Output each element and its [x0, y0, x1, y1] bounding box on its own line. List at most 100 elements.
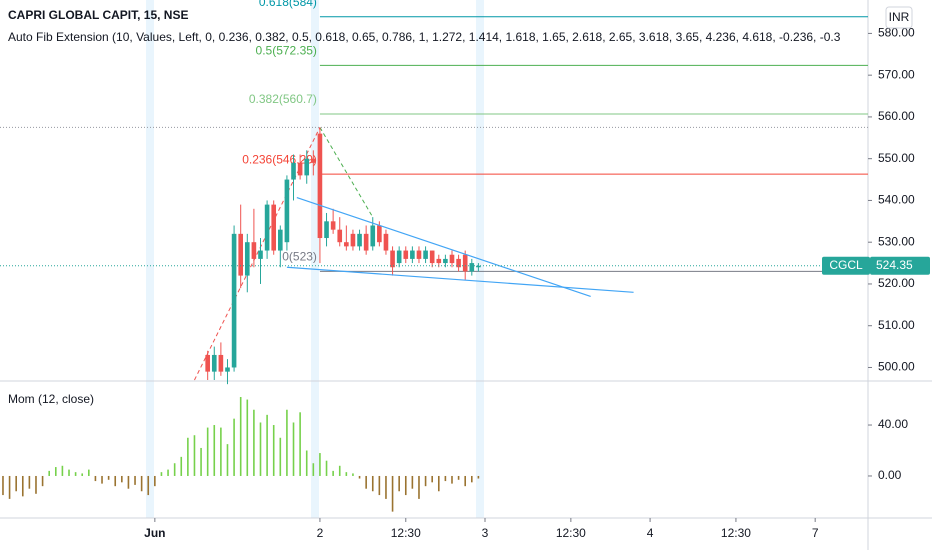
momentum-bar: [464, 475, 467, 487]
momentum-bar: [451, 475, 453, 484]
momentum-bar: [332, 470, 334, 476]
x-tick-label: 2: [317, 526, 324, 540]
x-tick-label: 4: [647, 526, 654, 540]
y-tick-label: 550.00: [878, 151, 915, 165]
momentum-bar: [28, 475, 31, 489]
momentum-bar: [246, 399, 249, 476]
x-tick-label: 12:30: [556, 526, 586, 540]
indicator-label: Auto Fib Extension (10, Values, Left, 0,…: [8, 30, 841, 44]
momentum-bar: [358, 475, 361, 479]
momentum-bar: [2, 475, 4, 496]
momentum-bar: [101, 475, 103, 484]
candle-body: [410, 250, 415, 259]
momentum-bar: [378, 475, 381, 496]
momentum-bar: [345, 472, 348, 476]
candle-body: [449, 254, 455, 264]
candle-body: [284, 179, 290, 243]
candle-body: [344, 242, 349, 247]
momentum-bar: [444, 475, 447, 482]
candle-body: [251, 242, 257, 259]
momentum-bar: [259, 422, 262, 476]
candle-body: [357, 233, 362, 247]
y-tick-label: 40.00: [878, 417, 908, 431]
y-tick-label: 510.00: [878, 318, 915, 332]
candle-body: [211, 354, 217, 372]
candle-body: [370, 225, 376, 247]
momentum-bar: [471, 475, 473, 483]
candle-body: [462, 254, 468, 272]
momentum-bar: [457, 475, 460, 480]
candle-body: [403, 250, 409, 259]
momentum-bar: [305, 450, 308, 476]
momentum-bar: [266, 414, 268, 476]
candle-body: [291, 162, 296, 180]
y-tick-label: 520.00: [878, 276, 915, 290]
momentum-bar: [325, 460, 328, 476]
x-tick-label: 12:30: [721, 526, 751, 540]
momentum-bar: [239, 397, 242, 476]
session-highlight: [311, 0, 319, 518]
momentum-bar: [35, 475, 37, 494]
momentum-bar: [477, 475, 480, 479]
momentum-bar: [41, 475, 44, 487]
candle-body: [377, 225, 382, 243]
momentum-bar: [226, 444, 229, 476]
y-tick-label: 580.00: [878, 26, 915, 40]
candle-body: [350, 233, 356, 247]
momentum-bar: [352, 473, 354, 476]
momentum-bar: [167, 469, 169, 476]
momentum-bar: [160, 472, 163, 476]
candle-body: [304, 158, 310, 176]
momentum-bar: [338, 465, 341, 476]
momentum-bar: [213, 425, 216, 476]
momentum-bar: [398, 475, 400, 492]
y-tick-label: 570.00: [878, 67, 915, 81]
fib-label: 0.618(584): [259, 0, 317, 9]
momentum-bar: [134, 475, 136, 485]
indicator-label: Mom (12, close): [8, 392, 94, 406]
x-tick-label: 7: [812, 526, 819, 540]
momentum-bar: [107, 475, 110, 480]
chart-title: CAPRI GLOBAL CAPIT, 15, NSE: [8, 8, 188, 22]
momentum-bar: [279, 437, 282, 476]
fib-label: 0.5(572.35): [256, 44, 317, 58]
momentum-bar: [147, 475, 150, 496]
candle-body: [423, 250, 428, 259]
momentum-bar: [371, 475, 374, 492]
momentum-bar: [404, 475, 407, 496]
candle-body: [317, 133, 323, 239]
momentum-bar: [154, 475, 156, 487]
candle-body: [396, 250, 402, 264]
candle-body: [416, 250, 422, 259]
momentum-bar: [68, 469, 70, 476]
candle-body: [324, 221, 329, 239]
candle-body: [231, 233, 237, 368]
y-tick-label: 500.00: [878, 360, 915, 374]
candle-body: [297, 162, 303, 176]
symbol-badge: [822, 256, 870, 275]
momentum-bar: [424, 475, 427, 487]
trendline: [286, 266, 634, 293]
momentum-bar: [48, 470, 50, 476]
candle-body: [390, 250, 395, 268]
session-highlight: [146, 0, 154, 518]
currency-box[interactable]: [885, 6, 913, 29]
fib-path: [194, 127, 321, 381]
y-tick-label: 560.00: [878, 109, 915, 123]
x-tick-label: 3: [482, 526, 489, 540]
momentum-bar: [272, 425, 275, 476]
momentum-bar: [15, 475, 17, 492]
y-tick-label: 540.00: [878, 193, 915, 207]
momentum-bar: [431, 475, 433, 483]
momentum-bar: [220, 427, 222, 476]
candle-body: [469, 263, 475, 272]
momentum-bar: [180, 456, 183, 476]
symbol-label: CGCL: [829, 258, 863, 272]
momentum-bar: [319, 453, 321, 476]
momentum-bar: [365, 475, 367, 489]
candle-body: [337, 229, 343, 243]
y-tick-label: 0.00: [878, 468, 902, 482]
momentum-bar: [200, 447, 202, 476]
candle-body: [330, 221, 336, 230]
